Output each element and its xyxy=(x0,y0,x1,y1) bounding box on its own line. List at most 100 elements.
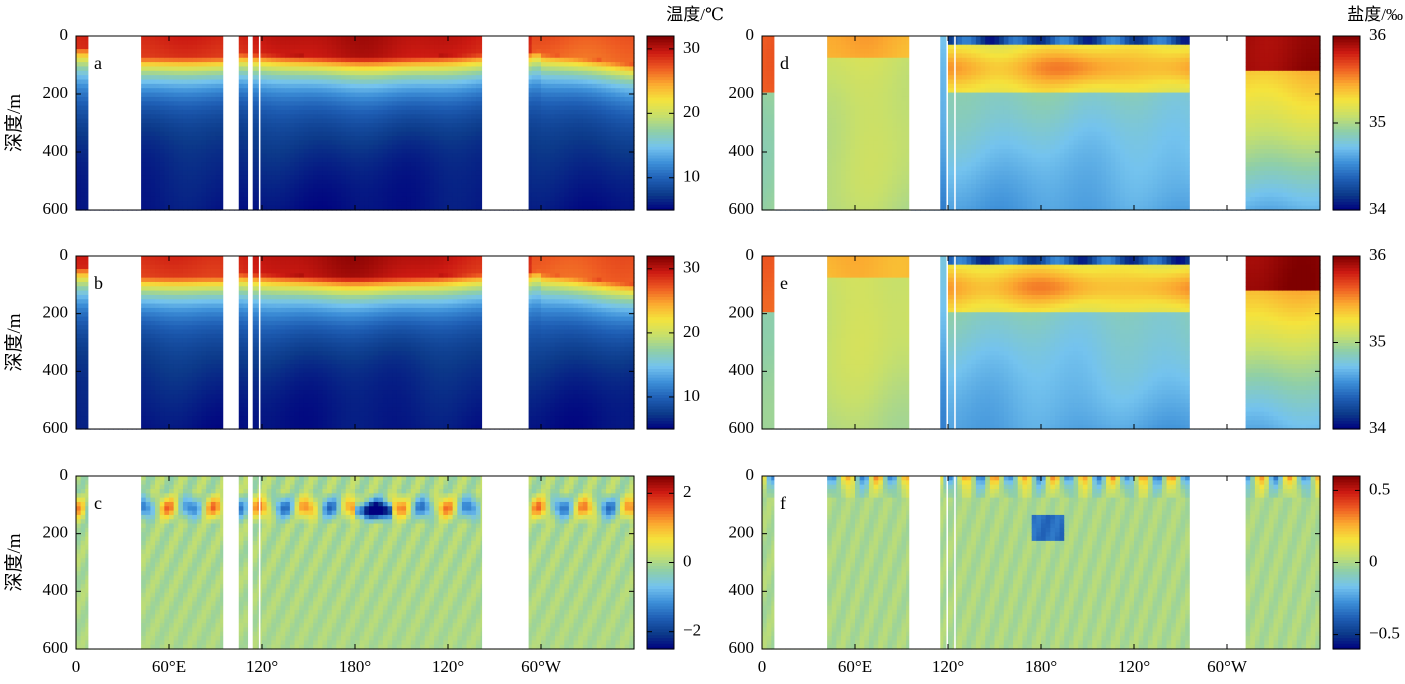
heatmap-cell xyxy=(271,58,276,63)
heatmap-cell xyxy=(360,45,365,50)
heatmap-cell xyxy=(457,140,462,145)
heatmap-cell xyxy=(350,171,355,176)
heatmap-cell xyxy=(457,97,462,102)
heatmap-cell xyxy=(476,167,481,172)
heatmap-cell xyxy=(443,149,448,154)
heatmap-cell xyxy=(299,140,304,145)
heatmap-cell xyxy=(304,140,309,145)
heatmap-cell xyxy=(239,49,244,54)
heatmap-cell xyxy=(216,175,221,180)
heatmap-cell xyxy=(146,184,151,189)
heatmap-cell xyxy=(141,136,146,141)
heatmap-cell xyxy=(253,132,258,137)
heatmap-cell xyxy=(211,45,216,50)
heatmap-cell xyxy=(313,132,318,137)
heatmap-cell xyxy=(281,167,286,172)
heatmap-cell xyxy=(211,167,216,172)
heatmap-cell xyxy=(467,62,472,67)
heatmap-cell xyxy=(206,158,211,163)
heatmap-cell xyxy=(141,193,146,198)
heatmap-cell xyxy=(420,93,425,98)
heatmap-cell xyxy=(178,167,183,172)
heatmap-cell xyxy=(364,175,369,180)
heatmap-cell xyxy=(369,171,374,176)
heatmap-cell xyxy=(146,114,151,119)
heatmap-cell xyxy=(336,136,341,141)
heatmap-cell xyxy=(76,110,81,115)
heatmap-cell xyxy=(318,149,323,154)
heatmap-cell xyxy=(155,188,160,193)
heatmap-cell xyxy=(304,119,309,124)
heatmap-cell xyxy=(392,119,397,124)
heatmap-cell xyxy=(383,153,388,158)
heatmap-cell xyxy=(374,119,379,124)
heatmap-cell xyxy=(197,158,202,163)
heatmap-cell xyxy=(290,145,295,150)
heatmap-cell xyxy=(197,184,202,189)
heatmap-cell xyxy=(271,110,276,115)
heatmap-cell xyxy=(322,97,327,102)
heatmap-cell xyxy=(346,106,351,111)
heatmap-cell xyxy=(285,197,290,202)
heatmap-cell xyxy=(141,188,146,193)
heatmap-cell xyxy=(299,40,304,45)
heatmap-cell xyxy=(276,114,281,119)
heatmap-cell xyxy=(285,153,290,158)
heatmap-cell xyxy=(304,110,309,115)
heatmap-cell xyxy=(211,49,216,54)
heatmap-cell xyxy=(350,188,355,193)
heatmap-cell xyxy=(341,49,346,54)
heatmap-cell xyxy=(262,53,267,58)
heatmap-cell xyxy=(429,119,434,124)
heatmap-cell xyxy=(471,114,476,119)
heatmap-cell xyxy=(155,197,160,202)
heatmap-cell xyxy=(420,167,425,172)
heatmap-cell xyxy=(81,171,86,176)
heatmap-cell xyxy=(76,158,81,163)
heatmap-cell xyxy=(355,97,360,102)
heatmap-cell xyxy=(276,149,281,154)
heatmap-cell xyxy=(360,145,365,150)
heatmap-cell xyxy=(206,197,211,202)
heatmap-cell xyxy=(364,184,369,189)
heatmap-cell xyxy=(364,167,369,172)
heatmap-cell xyxy=(164,84,169,89)
heatmap-cell xyxy=(211,201,216,206)
heatmap-cell xyxy=(192,201,197,206)
heatmap-cell xyxy=(150,58,155,63)
heatmap-cell xyxy=(169,171,174,176)
heatmap-cell xyxy=(355,110,360,115)
heatmap-cell xyxy=(155,180,160,185)
heatmap-cell xyxy=(267,93,272,98)
heatmap-cell xyxy=(448,40,453,45)
heatmap-cell xyxy=(392,71,397,76)
heatmap-cell xyxy=(443,62,448,67)
heatmap-cell xyxy=(197,40,202,45)
heatmap-cell xyxy=(327,140,332,145)
heatmap-cell xyxy=(197,201,202,206)
heatmap-cell xyxy=(402,158,407,163)
heatmap-cell xyxy=(304,171,309,176)
heatmap-cell xyxy=(471,36,476,41)
heatmap-cell xyxy=(183,36,188,41)
heatmap-cell xyxy=(462,97,467,102)
heatmap-cell xyxy=(471,167,476,172)
heatmap-cell xyxy=(471,40,476,45)
heatmap-cell xyxy=(267,40,272,45)
heatmap-cell xyxy=(202,40,207,45)
heatmap-cell xyxy=(364,149,369,154)
heatmap-cell xyxy=(322,71,327,76)
heatmap-cell xyxy=(392,127,397,132)
heatmap-cell xyxy=(392,88,397,93)
heatmap-cell xyxy=(211,123,216,128)
heatmap-cell xyxy=(350,88,355,93)
heatmap-cell xyxy=(374,75,379,80)
heatmap-cell xyxy=(313,88,318,93)
heatmap-cell xyxy=(262,88,267,93)
heatmap-cell xyxy=(420,184,425,189)
heatmap-cell xyxy=(164,75,169,80)
heatmap-cell xyxy=(420,132,425,137)
heatmap-cell xyxy=(202,114,207,119)
heatmap-cell xyxy=(285,93,290,98)
heatmap-cell xyxy=(76,140,81,145)
